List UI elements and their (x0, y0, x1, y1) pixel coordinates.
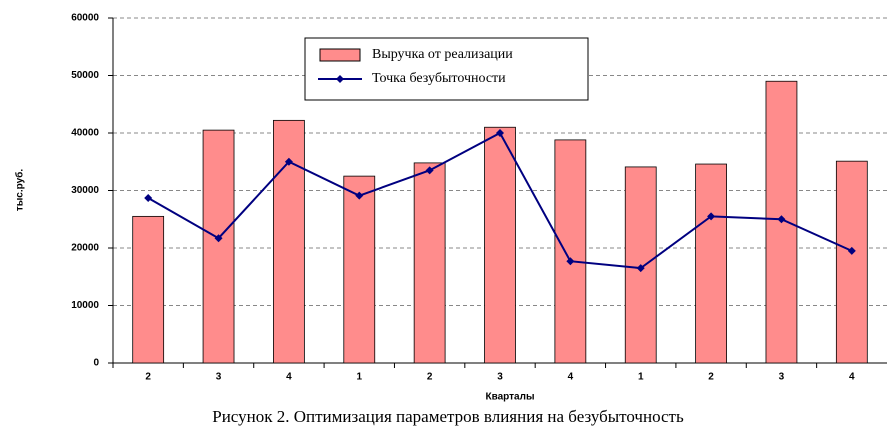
line-marker (214, 234, 223, 243)
line-marker (496, 129, 504, 137)
y-axis-label: тыс.руб. (14, 169, 26, 211)
line-marker (355, 191, 364, 200)
legend-box (304, 37, 589, 101)
line-marker (707, 212, 716, 221)
y-tick-label: 30000 (71, 185, 99, 196)
line-marker (777, 215, 786, 224)
line-marker (566, 257, 575, 266)
legend-label: Точка безубыточности (372, 71, 506, 86)
line-marker (425, 166, 434, 175)
y-tick-label: 50000 (71, 70, 99, 81)
x-tick-label: 2 (708, 372, 714, 383)
bar (343, 175, 376, 364)
line-marker (284, 157, 293, 166)
bar (765, 80, 798, 364)
x-tick-label: 2 (145, 372, 151, 383)
bar (554, 139, 587, 364)
y-tick-label: 0 (93, 358, 99, 369)
line-marker (847, 246, 856, 255)
bar (132, 215, 165, 364)
y-tick-label: 20000 (71, 243, 99, 254)
x-tick-label: 3 (779, 372, 785, 383)
bar (695, 163, 727, 364)
y-tick-label: 10000 (71, 300, 99, 311)
bar (273, 119, 305, 364)
bar (413, 162, 446, 364)
line-marker (636, 264, 645, 273)
x-tick-label: 3 (497, 372, 503, 383)
bar (484, 126, 516, 364)
x-axis-label: Кварталы (485, 392, 534, 403)
x-tick-label: 4 (849, 372, 855, 383)
x-tick-label: 2 (427, 372, 433, 383)
legend-swatch (319, 48, 361, 62)
y-tick-label: 40000 (71, 128, 99, 139)
x-tick-label: 1 (638, 372, 644, 383)
y-tick-label: 60000 (71, 13, 99, 24)
x-tick-label: 1 (356, 372, 362, 383)
x-tick-label: 4 (286, 372, 292, 383)
legend-label: Выручка от реализации (372, 47, 513, 62)
line-marker (144, 193, 153, 202)
bar (202, 129, 235, 364)
x-tick-label: 4 (568, 372, 574, 383)
bar (835, 160, 868, 364)
x-tick-label: 3 (216, 372, 222, 383)
caption: Рисунок 2. Оптимизация параметров влияни… (212, 407, 684, 426)
legend-marker (336, 75, 344, 83)
